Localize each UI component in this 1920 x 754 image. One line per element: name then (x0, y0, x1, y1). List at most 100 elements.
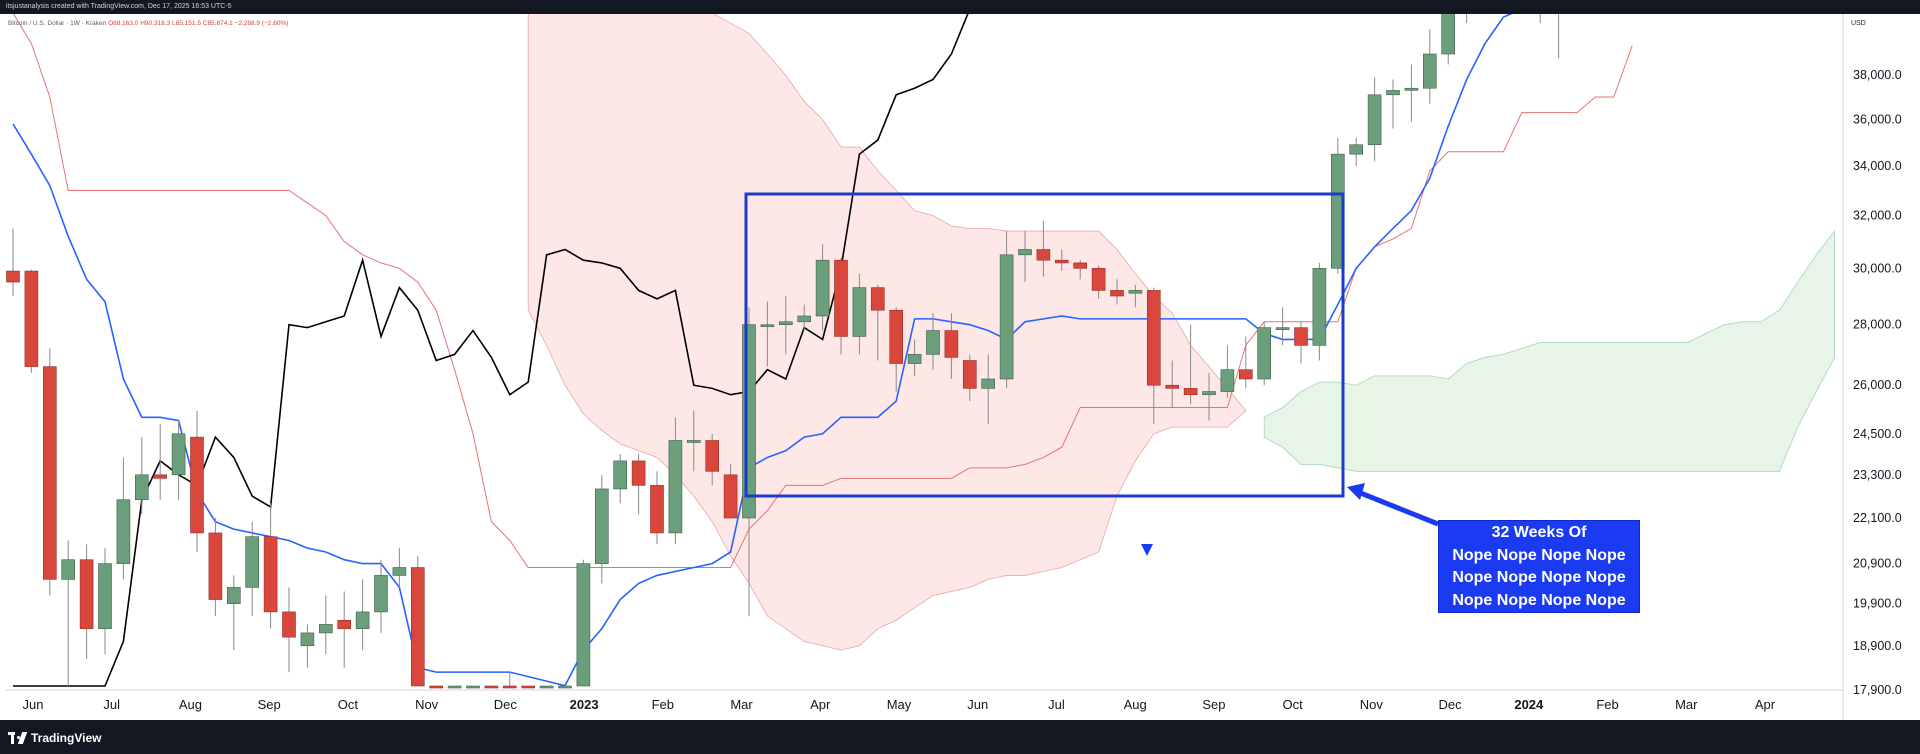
bullish-candle (1423, 29, 1437, 104)
candle-body (999, 254, 1014, 380)
bullish-candle (447, 685, 462, 689)
candle-body (668, 440, 683, 534)
bullish-candle (1441, 14, 1455, 65)
bearish-candle (705, 433, 720, 486)
bullish-candle (1367, 77, 1382, 162)
bullish-candle (466, 685, 480, 689)
candle-body (1220, 369, 1235, 392)
bearish-candle (1165, 360, 1179, 408)
bearish-candle (1239, 336, 1253, 389)
candle-body (576, 563, 591, 687)
candle-body (263, 536, 278, 613)
weeks-highlight-rect (744, 192, 1345, 498)
bearish-candle (1110, 279, 1124, 305)
candle-body (962, 360, 977, 389)
bearish-candle (1036, 220, 1051, 277)
time-tick-label: Nov (1360, 697, 1384, 712)
bullish-candle (1404, 64, 1419, 122)
candle-body (318, 624, 333, 634)
bullish-candle (392, 548, 407, 588)
candle-body (98, 563, 112, 629)
candle-body (834, 259, 848, 337)
time-axis[interactable]: Jun Jul Aug Sep Oct Nov Dec 2023 Feb Mar Apr May Jun… (6, 689, 1843, 712)
candle-body (374, 575, 388, 613)
bearish-candle (650, 471, 664, 545)
candle-body (1239, 369, 1253, 380)
lagging-span-path (13, 14, 969, 687)
candles (6, 14, 1560, 689)
candle-body (502, 685, 517, 689)
marker-triangle (1141, 544, 1153, 556)
bearish-candle (502, 672, 517, 689)
ichimoku-cloud (527, 14, 1835, 651)
highlight-box (744, 192, 1345, 556)
time-tick-label: Jun (967, 697, 988, 712)
annotation-callout: 32 Weeks Of Nope Nope Nope Nope Nope Nop… (1438, 520, 1640, 613)
bearish-candle (521, 685, 536, 689)
bullish-candle (594, 474, 609, 584)
bearish-candle (6, 228, 20, 297)
bearish-candle (1073, 260, 1087, 280)
price-tick-label: 26,000.0 (1853, 378, 1902, 392)
bullish-candle (797, 304, 812, 331)
footer-bar: TradingView (0, 720, 1920, 754)
price-tick-label: 36,000.0 (1853, 112, 1902, 126)
time-tick-label: Mar (1675, 697, 1698, 712)
bullish-candle (981, 354, 996, 424)
bearish-candle (1091, 265, 1106, 299)
time-tick-label: Nov (415, 697, 439, 712)
candle-body (686, 440, 701, 443)
candle-body (42, 366, 57, 580)
bullish-candle (999, 231, 1014, 389)
candle-body (521, 685, 536, 689)
price-tick-label: 28,000.0 (1853, 318, 1902, 332)
candle-body (337, 619, 352, 629)
annotation-line-3: Nope Nope Nope Nope (1452, 569, 1626, 586)
candle-body (447, 685, 462, 689)
candle-body (907, 354, 922, 364)
candle-body (245, 536, 259, 588)
candle-body (1183, 388, 1198, 396)
candle-body (981, 378, 996, 389)
price-tick-label: 24,500.0 (1853, 427, 1902, 441)
tradingview-logo-icon (8, 732, 28, 744)
attribution-bar: itsjustanalysis created with TradingView… (0, 0, 1920, 14)
bullish-candle (1539, 14, 1541, 24)
bullish-candle (1349, 137, 1363, 167)
bullish-candle (539, 685, 554, 689)
time-tick-label: 2024 (1514, 697, 1544, 712)
price-tick-label: 23,300.0 (1853, 468, 1902, 482)
candle-body (926, 330, 940, 355)
time-tick-label: Apr (810, 697, 831, 712)
bearish-candle (484, 685, 499, 689)
bearish-candle (870, 284, 885, 361)
candle-body (466, 685, 480, 689)
bullish-candle (318, 595, 333, 655)
arrow-head (1347, 483, 1365, 500)
price-tick-label: 18,900.0 (1853, 639, 1902, 653)
annotation-arrow (1347, 483, 1439, 527)
price-axis[interactable]: USD 38,000.0 36,000.0 34,000.0 32,000.0 30,00… (1842, 14, 1920, 720)
candle-body (116, 499, 131, 564)
bullish-candle (61, 540, 76, 686)
bullish-candle (1386, 79, 1400, 129)
bullish-candle (227, 575, 241, 651)
price-chart[interactable]: USD 38,000.0 36,000.0 34,000.0 32,000.0 30,00… (0, 14, 1920, 720)
bearish-candle (1294, 321, 1308, 364)
time-tick-label: Oct (338, 697, 359, 712)
candle-body (631, 460, 646, 486)
time-tick-label: Jul (103, 697, 120, 712)
bearish-candle (1183, 324, 1198, 405)
candle-body (1404, 87, 1419, 91)
tradingview-logo[interactable]: TradingView (8, 731, 101, 745)
candle-body (208, 532, 223, 600)
tradingview-brand: TradingView (31, 731, 102, 745)
bullish-candle (1275, 307, 1290, 346)
bullish-candle (1312, 262, 1327, 361)
bullish-candle (1331, 137, 1345, 274)
bullish-candle (355, 579, 370, 651)
bullish-candle (1220, 345, 1235, 398)
bullish-candle (760, 301, 775, 367)
price-tick-label: 22,100.0 (1853, 511, 1902, 525)
candle-body (135, 474, 149, 501)
